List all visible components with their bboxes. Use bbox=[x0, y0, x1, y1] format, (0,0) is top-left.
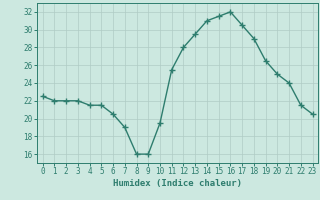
X-axis label: Humidex (Indice chaleur): Humidex (Indice chaleur) bbox=[113, 179, 242, 188]
